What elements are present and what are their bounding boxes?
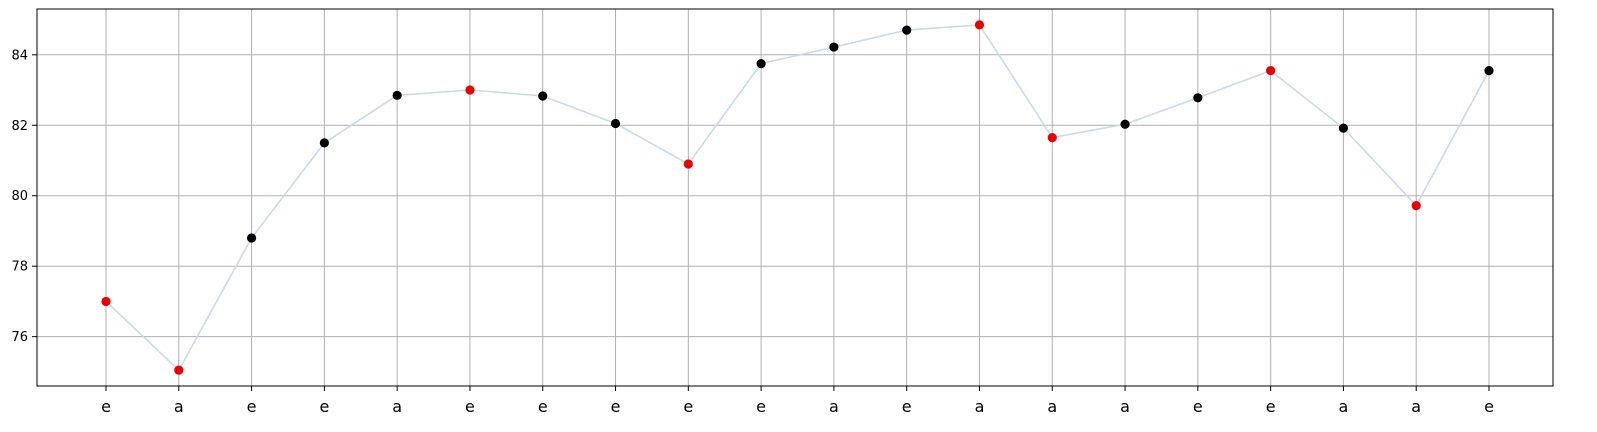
x-tick-label: a xyxy=(1411,397,1421,416)
highlighted-data-point xyxy=(974,20,985,30)
x-tick-label: e xyxy=(902,397,912,416)
y-tick-label: 76 xyxy=(11,330,28,345)
x-tick-label: e xyxy=(756,397,766,416)
x-tick-label: a xyxy=(1047,397,1057,416)
data-point xyxy=(610,118,621,129)
x-tick-label: a xyxy=(1339,397,1349,416)
highlighted-data-point xyxy=(683,159,693,169)
series-line-layer xyxy=(105,24,1490,372)
series-line xyxy=(105,24,1490,372)
x-tick-label: a xyxy=(174,397,184,416)
data-points xyxy=(101,20,1494,375)
y-tick-label: 82 xyxy=(11,119,28,134)
x-tick-label: e xyxy=(538,397,548,416)
axis-ticks: e a e e a e e e e e a e a a a e e a a e 76 78 80 82 84 xyxy=(11,48,1493,416)
highlighted-data-point xyxy=(465,85,475,95)
data-point xyxy=(1193,93,1203,103)
y-tick-label: 78 xyxy=(11,260,28,275)
x-tick-label: e xyxy=(247,397,257,416)
data-point xyxy=(1338,123,1349,133)
highlighted-data-point xyxy=(1047,133,1057,143)
plot-frame xyxy=(36,8,1554,387)
data-point xyxy=(902,25,912,35)
data-point xyxy=(1120,119,1130,129)
x-tick-label: a xyxy=(829,397,839,416)
x-tick-label: e xyxy=(611,397,621,416)
highlighted-data-point xyxy=(1266,66,1276,76)
data-point xyxy=(1484,66,1494,76)
x-tick-label: a xyxy=(1120,397,1130,416)
x-tick-label: e xyxy=(101,397,111,416)
data-point xyxy=(319,138,329,148)
x-tick-label: e xyxy=(1484,397,1494,416)
data-point xyxy=(756,59,766,69)
data-point xyxy=(246,233,257,243)
highlighted-data-point xyxy=(1411,201,1421,211)
highlighted-data-point xyxy=(174,365,184,375)
x-tick-label: e xyxy=(319,397,329,416)
x-tick-label: e xyxy=(683,397,693,416)
x-tick-label: a xyxy=(392,397,402,416)
x-tick-label: a xyxy=(975,397,985,416)
grid xyxy=(37,9,1553,386)
data-point xyxy=(538,91,548,101)
y-tick-label: 84 xyxy=(11,48,28,63)
x-tick-label: e xyxy=(1193,397,1203,416)
highlighted-data-point xyxy=(101,296,111,307)
data-point xyxy=(829,42,839,52)
x-tick-label: e xyxy=(1266,397,1276,416)
data-point xyxy=(392,90,402,100)
y-tick-label: 80 xyxy=(11,189,28,204)
x-tick-label: e xyxy=(465,397,475,416)
